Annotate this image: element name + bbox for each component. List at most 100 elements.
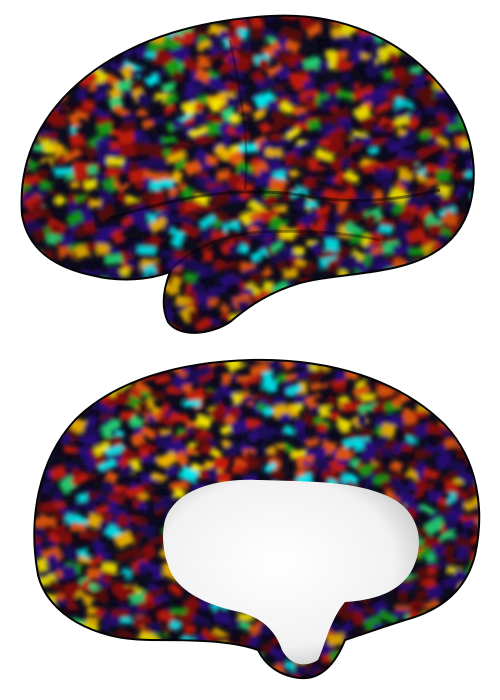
lateral-activation-patch: [403, 310, 414, 321]
medial-activation-patch: [77, 644, 91, 660]
medial-activation-patch: [34, 427, 47, 438]
medial-activation-patch: [415, 670, 434, 679]
lateral-activation-patch: [21, 127, 33, 143]
medial-activation-patch: [378, 351, 397, 358]
lateral-activation-patch: [337, 279, 358, 298]
lateral-activation-patch: [350, 305, 363, 313]
medial-activation-patch: [374, 366, 389, 377]
medial-activation-patch: [468, 423, 480, 432]
medial-activation-patch: [368, 656, 386, 674]
medial-activation-patch: [94, 676, 107, 679]
lateral-activation-patch: [179, 0, 193, 15]
medial-activation-patch: [137, 359, 153, 361]
medial-activation-patch: [421, 380, 441, 398]
medial-activation-patch: [52, 384, 65, 397]
medial-activation-patch: [117, 640, 131, 656]
lateral-activation-patch: [297, 324, 309, 333]
medial-activation-patch: [249, 681, 260, 690]
medial-activation-patch: [371, 673, 385, 679]
medial-activation-patch: [115, 648, 127, 658]
lateral-activation-patch: [453, 55, 467, 67]
medial-activation-patch: [16, 411, 32, 420]
lateral-activation-patch: [21, 29, 33, 44]
medial-activation-patch: [132, 651, 152, 661]
medial-activation-patch: [45, 390, 60, 401]
lateral-activation-patch: [105, 333, 116, 345]
lateral-activation-patch: [24, 80, 42, 90]
medial-activation-patch: [442, 404, 460, 417]
medial-activation-patch: [194, 359, 211, 361]
medial-activation-patch: [480, 520, 493, 534]
medial-activation-patch: [367, 644, 379, 655]
medial-activation-patch: [486, 637, 496, 644]
medial-activation-patch: [16, 632, 33, 649]
medial-activation-patch: [35, 359, 56, 376]
lateral-activation-patch: [72, 282, 89, 297]
lateral-activation-patch: [21, 284, 38, 299]
medial-activation-patch: [404, 371, 422, 384]
medial-activation-patch: [432, 627, 444, 640]
medial-activation-patch: [468, 675, 480, 679]
lateral-activation-patch: [421, 50, 436, 58]
lateral-activation-patch: [281, 294, 300, 310]
medial-activation-patch: [123, 666, 144, 679]
medial-activation-patch: [441, 618, 454, 632]
medial-activation-patch: [127, 359, 141, 362]
lateral-activation-patch: [151, 327, 165, 333]
lateral-activation-patch: [384, 295, 405, 311]
medial-activation-patch: [97, 373, 113, 389]
lateral-activation-patch: [459, 326, 474, 333]
lateral-activation-patch: [62, 32, 77, 46]
lateral-activation-patch: [424, 15, 438, 16]
lateral-activation-patch: [39, 280, 54, 292]
lateral-activation-patch: [75, 15, 92, 21]
lateral-activation-patch: [426, 15, 442, 31]
lateral-activation-patch: [367, 301, 387, 318]
lateral-activation-patch: [459, 52, 474, 70]
medial-activation-patch: [94, 643, 110, 656]
lateral-activation-patch: [452, 41, 467, 55]
lateral-activation-patch: [470, 257, 474, 274]
lateral-activation-patch: [460, 262, 474, 277]
medial-hemisphere: [16, 343, 499, 692]
lateral-activation-patch: [473, 206, 474, 218]
medial-activation-patch: [50, 678, 64, 679]
lateral-activation-patch: [21, 46, 27, 63]
lateral-activation-patch: [350, 292, 369, 304]
lateral-activation-patch: [21, 301, 26, 310]
lateral-activation-patch: [430, 58, 446, 73]
medial-activation-patch: [480, 386, 499, 400]
medial-activation-patch: [423, 647, 435, 655]
medial-activation-patch: [34, 586, 43, 599]
medial-activation-patch: [35, 675, 55, 679]
lateral-activation-patch: [479, 277, 498, 294]
lateral-activation-patch: [158, 331, 173, 333]
lateral-activation-patch: [25, 268, 48, 289]
lateral-activation-patch: [404, 26, 417, 34]
lateral-activation-patch: [435, 312, 457, 332]
medial-activation-patch: [34, 484, 39, 499]
lateral-activation-patch: [21, 257, 34, 270]
lateral-activation-patch: [461, 15, 474, 25]
lateral-activation-patch: [129, 299, 149, 315]
medial-activation-patch: [451, 343, 466, 357]
lateral-activation-patch: [272, 310, 291, 326]
medial-activation-patch: [131, 668, 149, 679]
medial-activation-patch: [51, 658, 64, 670]
medial-activation-patch: [315, 676, 330, 679]
lateral-activation-patch: [21, 91, 32, 104]
lateral-activation-patch: [251, 15, 263, 17]
lateral-activation-patch: [133, 311, 147, 325]
medial-activation-patch: [115, 658, 127, 668]
lateral-activation-patch: [122, 329, 139, 333]
lateral-activation-patch: [50, 64, 68, 77]
medial-activation-patch: [174, 680, 192, 692]
lateral-activation-patch: [91, 40, 104, 56]
medial-activation-patch: [391, 359, 408, 365]
lateral-activation-patch: [297, 307, 313, 322]
medial-activation-patch: [104, 635, 121, 652]
medial-activation-patch: [463, 624, 480, 641]
lateral-activation-patch: [79, 318, 96, 329]
lateral-activation-patch: [468, 262, 474, 278]
medial-activation-patch: [438, 679, 453, 689]
